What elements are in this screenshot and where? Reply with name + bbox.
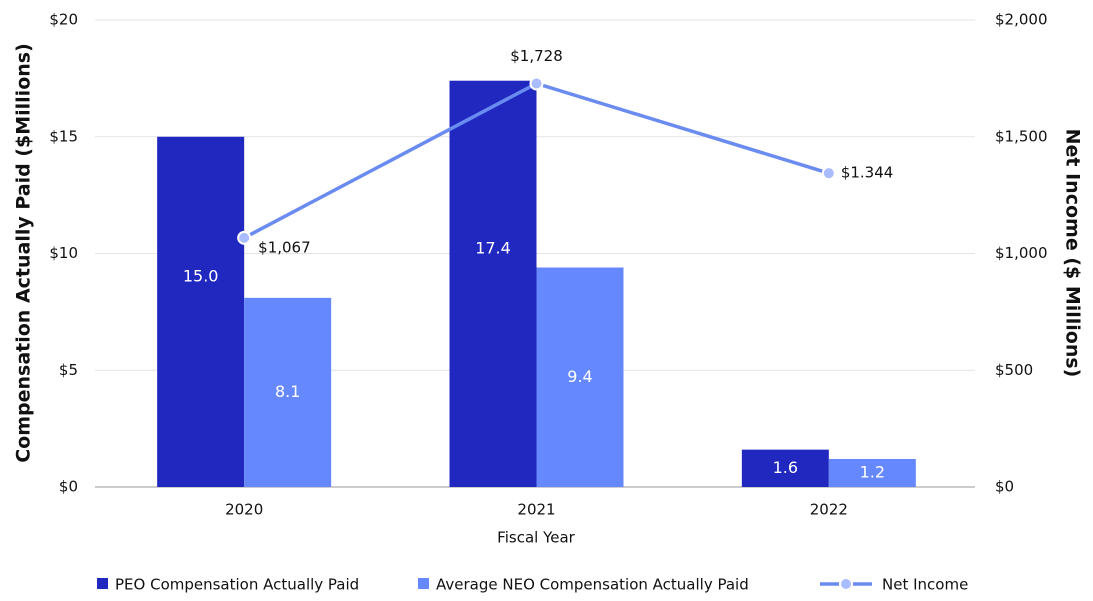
data-label: 15.0 [183,266,219,285]
legend-swatch [97,578,108,589]
bar [741,449,829,487]
y-tick-label: $10 [49,244,78,262]
y-tick-label: $20 [49,11,78,29]
y-tick-label: $15 [49,127,78,145]
data-label: 1.6 [773,458,798,477]
bar [449,80,537,488]
y2-tick-label: $1,500 [995,127,1048,145]
y-axis-label: Compensation Actually Paid ($Millions) [13,43,35,463]
data-label: 9.4 [567,367,592,386]
data-label: $1.344 [841,164,894,182]
bar [828,458,916,487]
data-label: 1.2 [860,462,885,481]
line-point [237,230,252,245]
y2-tick-label: $0 [995,478,1014,496]
y2-tick-label: $500 [995,361,1033,379]
x-tick-label: 2021 [517,501,555,519]
data-label: $1,728 [510,47,563,65]
y2-tick-label: $2,000 [995,11,1048,29]
y2-axis-label: Net Income ($ Millions) [1062,129,1084,378]
y-tick-label: $5 [59,361,78,379]
x-axis-label: Fiscal Year [497,529,575,547]
bar [244,297,332,487]
legend-swatch [418,578,429,589]
legend-label: PEO Compensation Actually Paid [115,576,359,594]
data-label: $1,067 [258,238,311,256]
legend-label: Average NEO Compensation Actually Paid [436,576,749,594]
legend-swatch [839,577,853,591]
bar [536,267,624,487]
bar [157,136,245,487]
data-label: 8.1 [275,382,300,401]
y2-tick-label: $1,000 [995,244,1048,262]
data-label: 17.4 [475,238,511,257]
legend-label: Net Income [882,576,968,594]
line-point [821,166,836,181]
x-tick-label: 2020 [225,501,263,519]
x-tick-label: 2022 [810,501,848,519]
y-tick-label: $0 [59,478,78,496]
line-point [529,76,544,91]
